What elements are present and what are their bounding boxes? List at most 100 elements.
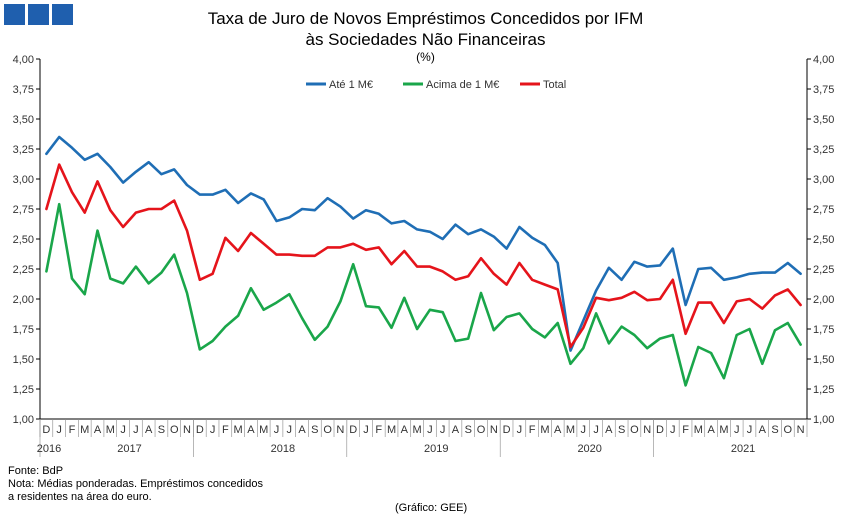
x-month-label: N <box>490 424 498 436</box>
x-month-label: A <box>554 424 562 436</box>
x-month-label: O <box>170 424 179 436</box>
x-month-label: M <box>540 424 549 436</box>
y-tick-label-left: 3,00 <box>13 174 34 186</box>
x-year-label: 2020 <box>577 443 601 455</box>
x-year-label: 2017 <box>117 443 141 455</box>
footer-credit: (Gráfico: GEE) <box>395 502 468 514</box>
y-tick-label-left: 1,75 <box>13 324 34 336</box>
x-month-label: A <box>452 424 460 436</box>
x-month-label: A <box>247 424 255 436</box>
chart-unit: (%) <box>416 50 435 64</box>
x-month-label: S <box>311 424 318 436</box>
x-month-label: J <box>120 424 126 436</box>
y-tick-label-right: 4,00 <box>813 54 834 66</box>
y-tick-label-right: 3,75 <box>813 84 834 96</box>
x-month-label: A <box>759 424 767 436</box>
y-tick-label-left: 2,75 <box>13 204 34 216</box>
logo-square-3 <box>52 4 73 25</box>
y-tick-label-left: 2,25 <box>13 264 34 276</box>
x-month-label: J <box>734 424 740 436</box>
x-month-label: M <box>259 424 268 436</box>
y-tick-label-left: 2,00 <box>13 294 34 306</box>
x-year-label: 2018 <box>271 443 295 455</box>
x-month-label: D <box>503 424 511 436</box>
x-month-label: M <box>413 424 422 436</box>
legend-label-2: Acima de 1 M€ <box>426 79 499 91</box>
series-line-2 <box>45 202 802 387</box>
x-month-label: J <box>287 424 293 436</box>
x-month-label: S <box>618 424 625 436</box>
chart-title: Taxa de Juro de Novos Empréstimos Conced… <box>0 8 851 50</box>
series-line-1 <box>45 135 802 352</box>
x-year-label: 2019 <box>424 443 448 455</box>
x-month-label: D <box>656 424 664 436</box>
y-tick-label-right: 2,75 <box>813 204 834 216</box>
x-year-label: 2016 <box>37 443 61 455</box>
logo-square-1 <box>4 4 25 25</box>
x-month-label: J <box>363 424 369 436</box>
footer-source: Fonte: BdP <box>8 465 64 477</box>
x-month-label: S <box>158 424 165 436</box>
legend-label-3: Total <box>543 79 566 91</box>
y-tick-label-left: 3,75 <box>13 84 34 96</box>
y-tick-label-right: 1,00 <box>813 414 834 426</box>
y-tick-label-left: 1,50 <box>13 354 34 366</box>
x-month-label: M <box>566 424 575 436</box>
chart-title-line1: Taxa de Juro de Novos Empréstimos Conced… <box>207 9 644 28</box>
logo-square-2 <box>28 4 49 25</box>
x-month-label: M <box>234 424 243 436</box>
x-month-label: A <box>401 424 409 436</box>
x-month-label: J <box>440 424 446 436</box>
y-tick-label-left: 2,50 <box>13 234 34 246</box>
x-month-label: A <box>145 424 153 436</box>
x-month-label: J <box>427 424 433 436</box>
y-tick-label-left: 1,25 <box>13 384 34 396</box>
y-tick-label-right: 3,50 <box>813 114 834 126</box>
y-tick-label-left: 4,00 <box>13 54 34 66</box>
legend-label-1: Até 1 M€ <box>329 79 373 91</box>
chart-title-line2: às Sociedades Não Financeiras <box>305 30 546 49</box>
x-month-label: M <box>694 424 703 436</box>
x-month-label: N <box>643 424 651 436</box>
y-tick-label-right: 3,00 <box>813 174 834 186</box>
x-month-label: J <box>133 424 139 436</box>
x-month-label: M <box>80 424 89 436</box>
x-month-label: S <box>465 424 472 436</box>
x-month-label: A <box>94 424 102 436</box>
x-month-label: J <box>670 424 676 436</box>
x-month-label: D <box>42 424 50 436</box>
x-month-label: F <box>682 424 689 436</box>
x-month-label: M <box>387 424 396 436</box>
y-tick-label-right: 1,50 <box>813 354 834 366</box>
x-month-label: A <box>707 424 715 436</box>
x-month-label: J <box>593 424 599 436</box>
x-month-label: M <box>719 424 728 436</box>
y-tick-label-left: 3,50 <box>13 114 34 126</box>
x-month-label: S <box>771 424 778 436</box>
y-tick-label-right: 1,75 <box>813 324 834 336</box>
x-month-label: F <box>375 424 382 436</box>
x-month-label: O <box>630 424 639 436</box>
y-tick-label-right: 3,25 <box>813 144 834 156</box>
brand-logo <box>4 4 73 25</box>
y-tick-label-right: 2,25 <box>813 264 834 276</box>
x-month-label: O <box>477 424 486 436</box>
y-tick-label-left: 3,25 <box>13 144 34 156</box>
x-month-label: J <box>581 424 587 436</box>
x-month-label: D <box>196 424 204 436</box>
x-month-label: M <box>106 424 115 436</box>
x-month-label: N <box>183 424 191 436</box>
x-month-label: N <box>797 424 805 436</box>
y-tick-label-right: 2,00 <box>813 294 834 306</box>
x-month-label: O <box>784 424 793 436</box>
y-tick-label-right: 2,50 <box>813 234 834 246</box>
footer-note-line2: a residentes na área do euro. <box>8 491 152 503</box>
x-month-label: A <box>605 424 613 436</box>
x-month-label: F <box>69 424 76 436</box>
x-month-label: J <box>56 424 62 436</box>
x-month-label: F <box>222 424 229 436</box>
x-month-label: N <box>336 424 344 436</box>
x-year-label: 2021 <box>731 443 755 455</box>
x-month-label: J <box>274 424 280 436</box>
